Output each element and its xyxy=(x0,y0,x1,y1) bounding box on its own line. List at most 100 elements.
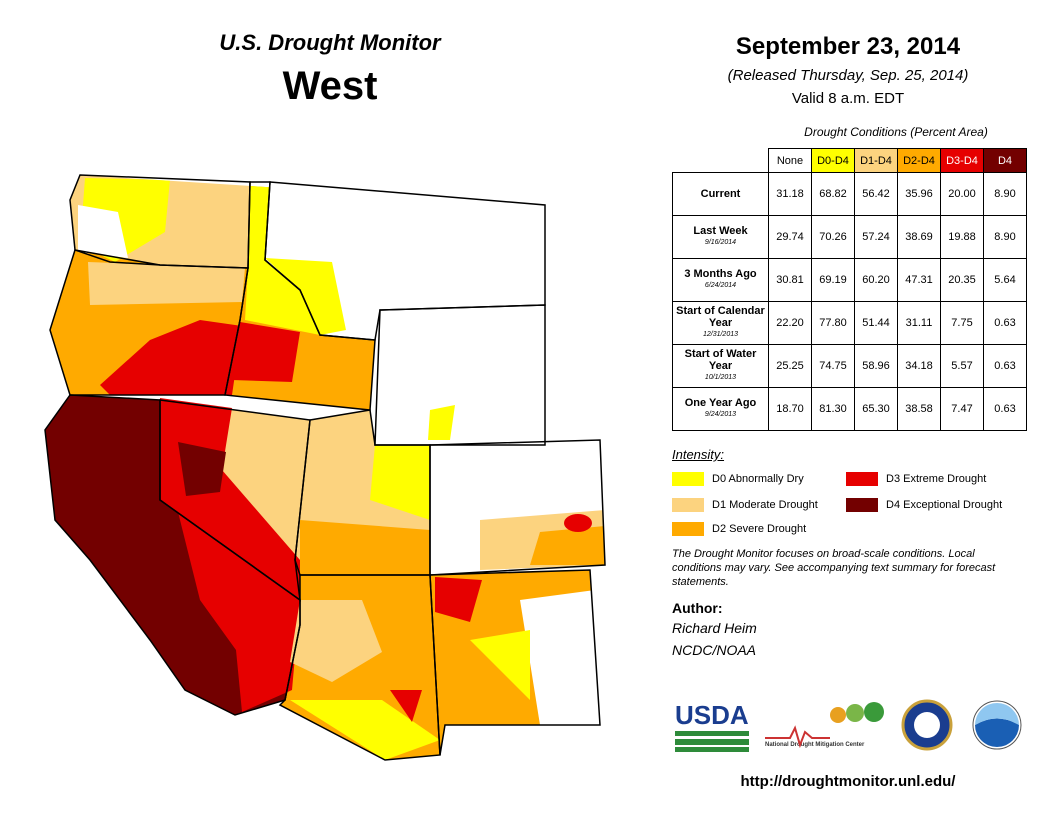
table-value: 70.26 xyxy=(811,215,855,259)
blank-cell xyxy=(672,148,769,173)
drought-area xyxy=(435,577,482,622)
drought-area xyxy=(290,600,382,682)
column-header: D1-D4 xyxy=(854,148,898,173)
table-value: 56.42 xyxy=(854,172,898,216)
table-row: Start of Water Year 10/1/2013 25.25 74.75 58… xyxy=(672,344,1027,388)
column-header: D3-D4 xyxy=(940,148,984,173)
legend-swatch xyxy=(846,472,878,486)
row-label: Start of Water Year xyxy=(684,348,757,372)
table-value: 25.25 xyxy=(768,344,812,388)
table-row: Last Week 9/16/2014 29.74 70.26 57.24 38.69 19… xyxy=(672,215,1027,259)
table-value: 8.90 xyxy=(983,172,1027,216)
row-label: Current xyxy=(700,188,741,200)
state-border xyxy=(374,304,546,446)
usda-stripe xyxy=(675,739,749,745)
doc-seal xyxy=(901,699,953,751)
program-title: U.S. Drought Monitor xyxy=(219,30,441,55)
row-label-cell: Current xyxy=(672,172,769,216)
legend-title: Intensity: xyxy=(672,447,725,462)
table-value: 20.35 xyxy=(940,258,984,302)
legend-item: D3 Extreme Drought xyxy=(846,472,986,486)
legend-label: D1 Moderate Drought xyxy=(712,499,818,511)
drought-area xyxy=(470,630,530,700)
table-value: 81.30 xyxy=(811,387,855,431)
url: http://droughtmonitor.unl.edu/ xyxy=(740,773,956,790)
row-date: 9/24/2013 xyxy=(704,411,737,418)
table-value: 38.58 xyxy=(897,387,941,431)
table-value: 0.63 xyxy=(983,344,1027,388)
table-caption: Drought Conditions (Percent Area) xyxy=(804,125,988,139)
table-value: 57.24 xyxy=(854,215,898,259)
drought-area xyxy=(232,322,300,382)
row-date: 9/16/2014 xyxy=(704,239,737,246)
ndmc-tree xyxy=(864,702,884,722)
conditions-table: None D0-D4 D1-D4 D2-D4 D3-D4 D4 Current 31.18 68… xyxy=(672,148,1027,431)
row-label: Start of Calendar Year xyxy=(676,305,765,329)
table-value: 31.11 xyxy=(897,301,941,345)
legend-item: D1 Moderate Drought xyxy=(672,498,818,512)
ndmc-tree xyxy=(846,704,864,722)
table-value: 7.75 xyxy=(940,301,984,345)
author-name: Richard Heim xyxy=(672,620,757,636)
column-header: D2-D4 xyxy=(897,148,941,173)
drought-area xyxy=(245,182,320,335)
table-value: 34.18 xyxy=(897,344,941,388)
table-value: 58.96 xyxy=(854,344,898,388)
table-value: 65.30 xyxy=(854,387,898,431)
drought-area xyxy=(530,526,605,565)
legend-swatch xyxy=(672,472,704,486)
table-row: 3 Months Ago 6/24/2014 30.81 69.19 60.20 47.3… xyxy=(672,258,1027,302)
table-value: 74.75 xyxy=(811,344,855,388)
legend-item: D4 Exceptional Drought xyxy=(846,498,1002,512)
drought-area xyxy=(178,442,226,496)
legend-item: D0 Abnormally Dry xyxy=(672,472,804,486)
table-value: 0.63 xyxy=(983,387,1027,431)
legend-label: D0 Abnormally Dry xyxy=(712,473,804,485)
table-value: 5.57 xyxy=(940,344,984,388)
author-heading: Author: xyxy=(672,600,723,616)
table-value: 77.80 xyxy=(811,301,855,345)
table-value: 51.44 xyxy=(854,301,898,345)
state-borders xyxy=(44,174,606,761)
noaa-logo xyxy=(975,703,1019,725)
legend-label: D4 Exceptional Drought xyxy=(886,499,1003,511)
row-date: 12/31/2013 xyxy=(702,331,739,338)
no-drought xyxy=(520,590,600,725)
usda-logo: USDA xyxy=(675,700,749,730)
row-label-cell: One Year Ago 9/24/2013 xyxy=(672,387,769,431)
table-value: 19.88 xyxy=(940,215,984,259)
table-value: 68.82 xyxy=(811,172,855,216)
drought-map xyxy=(44,174,606,761)
map-date: September 23, 2014 xyxy=(735,33,961,60)
drought-area xyxy=(390,690,422,722)
state-border xyxy=(264,181,546,341)
release-date: (Released Thursday, Sep. 25, 2014) xyxy=(727,67,969,84)
drought-area xyxy=(300,520,430,575)
table-value: 30.81 xyxy=(768,258,812,302)
legend-swatch xyxy=(672,522,704,536)
row-date: 6/24/2014 xyxy=(704,282,737,289)
region-title: West xyxy=(282,64,378,108)
state-border xyxy=(429,439,606,576)
table-value: 18.70 xyxy=(768,387,812,431)
doc-seal xyxy=(914,712,940,738)
drought-area xyxy=(88,262,245,305)
legend-swatch xyxy=(672,498,704,512)
table-value: 7.47 xyxy=(940,387,984,431)
ndmc-logo: National Drought Mitigation Center xyxy=(765,742,865,748)
table-value: 60.20 xyxy=(854,258,898,302)
table-value: 31.18 xyxy=(768,172,812,216)
drought-area xyxy=(370,445,430,520)
usda-stripe xyxy=(675,731,749,736)
noaa-logo xyxy=(972,700,1022,750)
table-value: 20.00 xyxy=(940,172,984,216)
table-value: 0.63 xyxy=(983,301,1027,345)
row-label: One Year Ago xyxy=(684,397,757,409)
table-value: 8.90 xyxy=(983,215,1027,259)
row-date: 10/1/2013 xyxy=(704,374,737,381)
table-value: 22.20 xyxy=(768,301,812,345)
table-value: 35.96 xyxy=(897,172,941,216)
state-border xyxy=(429,569,601,756)
author-org: NCDC/NOAA xyxy=(672,642,757,658)
row-label-cell: Last Week 9/16/2014 xyxy=(672,215,769,259)
